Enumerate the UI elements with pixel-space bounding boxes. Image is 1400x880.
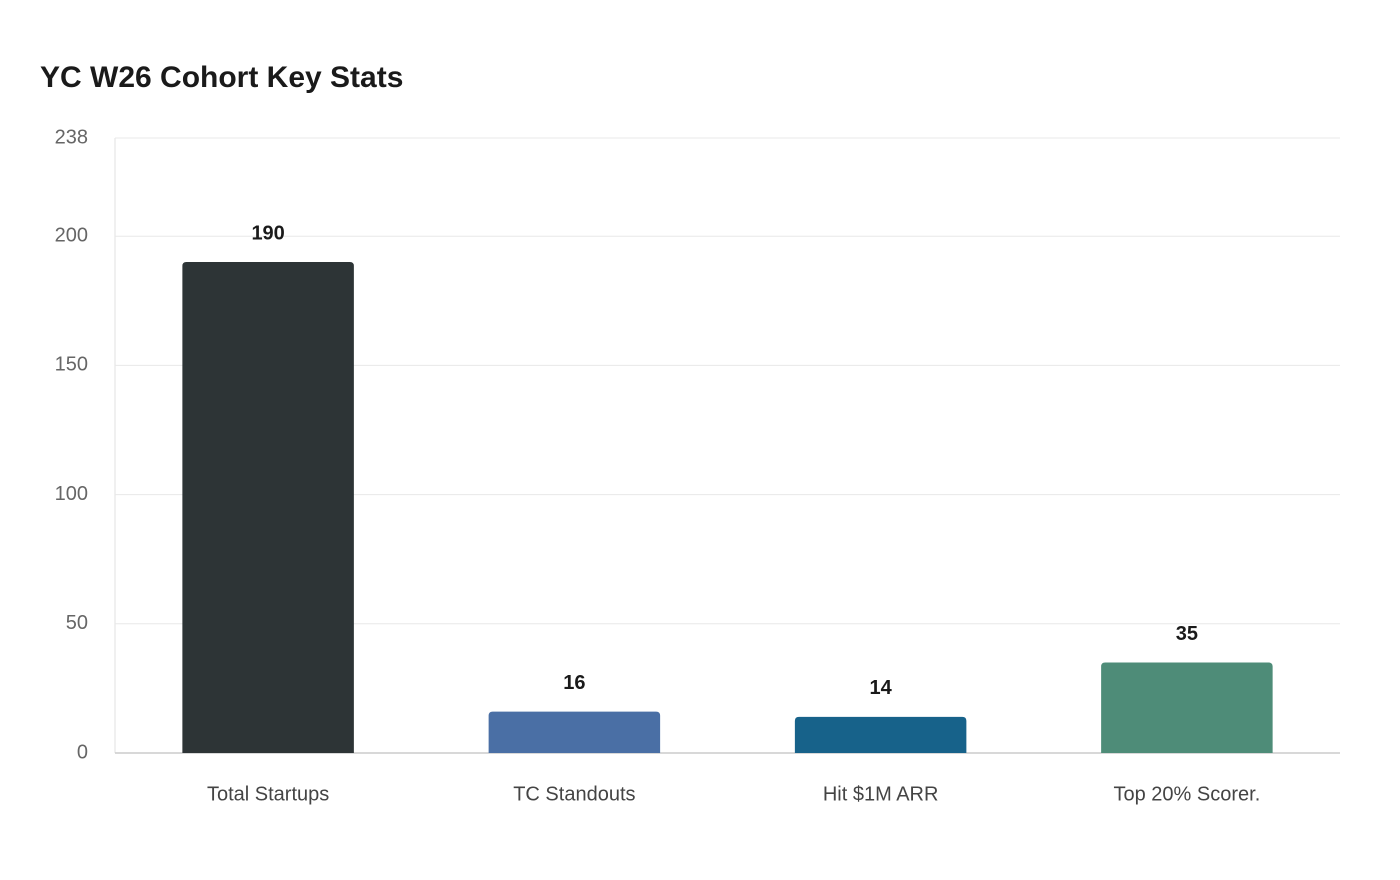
y-tick-label: 150 [55, 354, 88, 376]
x-tick-label: Top 20% Scorer. [1114, 783, 1261, 805]
data-label: 35 [1176, 623, 1198, 645]
x-tick-label: TC Standouts [513, 783, 635, 805]
data-label: 190 [251, 222, 284, 244]
bar [794, 716, 967, 753]
x-tick-label: Total Startups [207, 783, 329, 805]
data-label: 16 [563, 672, 585, 694]
y-tick-label: 100 [55, 483, 88, 505]
x-tick-label: Hit $1M ARR [823, 783, 939, 805]
bar [182, 262, 354, 753]
bar [1101, 662, 1273, 753]
y-tick-label: 238 [55, 126, 88, 148]
y-tick-label: 50 [66, 612, 88, 634]
bar [488, 711, 661, 753]
y-tick-label: 0 [77, 741, 88, 763]
chart-title: YC W26 Cohort Key Stats [40, 61, 403, 94]
data-label: 14 [870, 677, 893, 699]
y-tick-label: 200 [55, 224, 88, 246]
